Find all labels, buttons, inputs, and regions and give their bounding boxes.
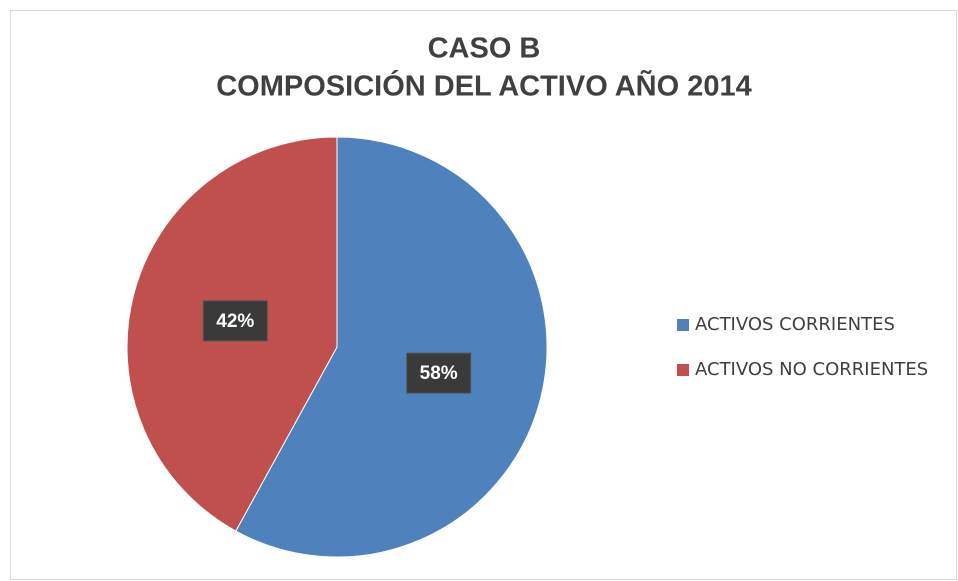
data-label-box xyxy=(406,352,472,394)
data-label-box xyxy=(202,300,268,342)
pie-slice xyxy=(235,136,548,558)
chart-title: CASO B xyxy=(428,33,541,65)
chart-title: COMPOSICIÓN DEL ACTIVO AÑO 2014 xyxy=(216,69,752,103)
data-label: 42% xyxy=(216,311,254,332)
legend-swatch xyxy=(677,364,689,376)
legend-text: ACTIVOS CORRIENTES xyxy=(695,314,895,335)
legend-text: ACTIVOS NO CORRIENTES xyxy=(695,359,928,380)
legend-swatch xyxy=(677,319,689,331)
data-label: 58% xyxy=(420,363,458,384)
